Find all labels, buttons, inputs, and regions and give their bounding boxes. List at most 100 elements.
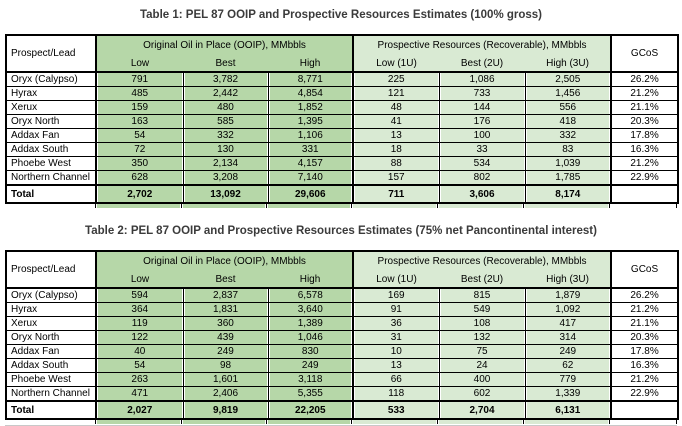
header-group-row: Prospect/Lead Original Oil in Place (OOI… xyxy=(5,34,679,73)
ooip-high-value: 7,140 xyxy=(267,170,354,186)
table-row: Addax South 72 130 331 18 33 83 16.3% xyxy=(5,142,679,157)
pr-best-value: 132 xyxy=(438,330,526,345)
row-label: Northern Channel xyxy=(5,170,97,186)
pr-low-value: 18 xyxy=(352,142,440,157)
ooip-high-header: High xyxy=(268,55,354,73)
pr-low-value: 36 xyxy=(352,316,440,331)
ooip-best-header: Best xyxy=(183,55,268,73)
ooip-high-value: 4,854 xyxy=(267,86,354,101)
ooip-high-value: 22,205 xyxy=(267,400,354,420)
ooip-low-value: 2,027 xyxy=(95,400,184,420)
table-row: Northern Channel 628 3,208 7,140 157 802 1,785… xyxy=(5,170,679,186)
ooip-high-value: 1,106 xyxy=(267,128,354,143)
ooip-best-value: 98 xyxy=(182,358,269,373)
pr-best-value: 108 xyxy=(438,316,526,331)
ooip-high-value: 249 xyxy=(267,358,354,373)
pr-low-value: 13 xyxy=(352,358,440,373)
ooip-best-value: 3,782 xyxy=(182,71,269,87)
ooip-low-value: 159 xyxy=(95,100,184,115)
row-label: Phoebe West xyxy=(5,156,97,171)
gcos-value: 22.9% xyxy=(610,386,679,402)
row-label: Addax Fan xyxy=(5,344,97,359)
ooip-low-value: 119 xyxy=(95,316,184,331)
ooip-best-value: 2,442 xyxy=(182,86,269,101)
ooip-low-header: Low xyxy=(95,271,183,289)
row-label: Oryx (Calypso) xyxy=(5,71,97,87)
table-2: Prospect/Lead Original Oil in Place (OOI… xyxy=(5,250,680,420)
ooip-high-header: High xyxy=(268,271,354,289)
table-row: Xerux 119 360 1,389 36 108 417 21.1% xyxy=(5,316,679,331)
pr-low-value: 13 xyxy=(352,128,440,143)
pr-high-value: 1,785 xyxy=(524,170,612,186)
table-row: Addax Fan 54 332 1,106 13 100 332 17.8% xyxy=(5,128,679,143)
pr-best-value: 534 xyxy=(438,156,526,171)
pr-low-value: 225 xyxy=(352,71,440,87)
row-label: Addax South xyxy=(5,358,97,373)
header-sub-row: Low Best High Low (1U) Best (2U) High (3… xyxy=(6,271,678,289)
pr-best-value: 3,606 xyxy=(438,184,526,204)
pr-high-value: 6,131 xyxy=(524,400,612,420)
ooip-best-value: 13,092 xyxy=(182,184,269,204)
ooip-high-value: 3,118 xyxy=(267,372,354,387)
ooip-best-value: 480 xyxy=(182,100,269,115)
gcos-value: 21.2% xyxy=(610,372,679,387)
ooip-low-value: 471 xyxy=(95,386,184,402)
table-row: Oryx North 163 585 1,395 41 176 418 20.3% xyxy=(5,114,679,129)
ooip-best-value: 1,601 xyxy=(182,372,269,387)
pr-best-value: 144 xyxy=(438,100,526,115)
pr-high-value: 1,039 xyxy=(524,156,612,171)
pr-low-value: 48 xyxy=(352,100,440,115)
row-label: Total xyxy=(5,184,97,204)
pr-best-2u-header: Best (2U) xyxy=(439,55,526,73)
header-sub-row: Low Best High Low (1U) Best (2U) High (3… xyxy=(6,55,678,73)
pr-low-1u-header: Low (1U) xyxy=(352,55,440,73)
pr-low-value: 169 xyxy=(352,287,440,303)
pr-high-value: 556 xyxy=(524,100,612,115)
ooip-high-value: 830 xyxy=(267,344,354,359)
ooip-best-value: 130 xyxy=(182,142,269,157)
ooip-low-value: 628 xyxy=(95,170,184,186)
row-label: Hyrax xyxy=(5,86,97,101)
pr-high-value: 83 xyxy=(524,142,612,157)
pr-best-value: 549 xyxy=(438,302,526,317)
pr-low-value: 157 xyxy=(352,170,440,186)
row-label: Phoebe West xyxy=(5,372,97,387)
table-row: Phoebe West 350 2,134 4,157 88 534 1,039 21.2% xyxy=(5,156,679,171)
prospective-group-header: Prospective Resources (Recoverable), MMb… xyxy=(352,34,612,55)
gcos-value: 16.3% xyxy=(610,358,679,373)
ooip-high-value: 4,157 xyxy=(267,156,354,171)
pr-high-value: 314 xyxy=(524,330,612,345)
pr-high-value: 249 xyxy=(524,344,612,359)
gcos-value xyxy=(610,184,679,204)
pr-low-value: 711 xyxy=(352,184,440,204)
ooip-high-value: 6,578 xyxy=(267,287,354,303)
ooip-high-value: 1,395 xyxy=(267,114,354,129)
row-label: Total xyxy=(5,400,97,420)
table-1-overflow-strip xyxy=(95,204,682,208)
pr-low-value: 10 xyxy=(352,344,440,359)
total-row: Total 2,027 9,819 22,205 533 2,704 6,131 xyxy=(5,400,679,420)
gcos-value: 20.3% xyxy=(610,114,679,129)
pr-best-value: 33 xyxy=(438,142,526,157)
pr-best-value: 1,086 xyxy=(438,71,526,87)
row-label: Oryx (Calypso) xyxy=(5,287,97,303)
table-row: Addax Fan 40 249 830 10 75 249 17.8% xyxy=(5,344,679,359)
pr-best-value: 2,704 xyxy=(438,400,526,420)
header-group-row: Prospect/Lead Original Oil in Place (OOI… xyxy=(5,250,679,289)
ooip-low-value: 122 xyxy=(95,330,184,345)
row-label: Addax South xyxy=(5,142,97,157)
pr-best-value: 176 xyxy=(438,114,526,129)
gcos-value: 21.2% xyxy=(610,302,679,317)
ooip-group-header: Original Oil in Place (OOIP), MMbbls xyxy=(94,34,354,55)
row-label: Northern Channel xyxy=(5,386,97,402)
ooip-best-value: 2,406 xyxy=(182,386,269,402)
ooip-best-value: 332 xyxy=(182,128,269,143)
ooip-low-value: 163 xyxy=(95,114,184,129)
ooip-low-value: 485 xyxy=(95,86,184,101)
ooip-high-value: 331 xyxy=(267,142,354,157)
ooip-low-value: 791 xyxy=(95,71,184,87)
pr-high-value: 418 xyxy=(524,114,612,129)
pr-low-value: 31 xyxy=(352,330,440,345)
table-row: Oryx North 122 439 1,046 31 132 314 20.3% xyxy=(5,330,679,345)
row-label: Addax Fan xyxy=(5,128,97,143)
